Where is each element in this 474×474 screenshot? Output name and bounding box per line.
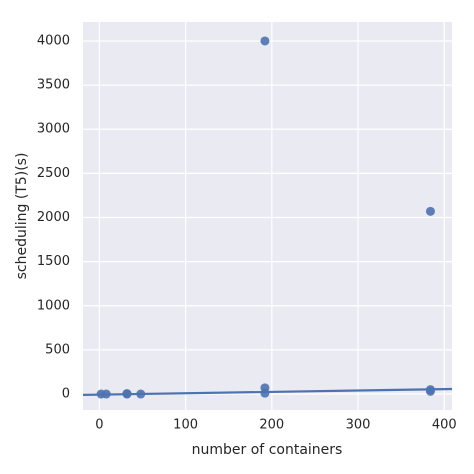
y-tick-label: 4000 — [37, 33, 70, 48]
y-tick-label: 0 — [62, 387, 70, 402]
regression-line — [82, 387, 453, 397]
y-axis-label: scheduling (T5)(s) — [14, 153, 30, 280]
x-tick-label: 300 — [346, 418, 371, 433]
y-tick-label: 3000 — [37, 122, 70, 137]
x-tick-label: 100 — [173, 418, 198, 433]
y-tick-label: 1500 — [37, 254, 70, 269]
y-tick-label: 500 — [45, 342, 70, 357]
y-tick-label: 2500 — [37, 166, 70, 181]
x-tick-label: 200 — [259, 418, 284, 433]
y-tick-label: 3500 — [37, 78, 70, 93]
x-tick-label: 0 — [95, 418, 103, 433]
x-axis-label: number of containers — [192, 442, 343, 458]
point — [425, 206, 435, 216]
y-tick-label: 2000 — [37, 210, 70, 225]
plot-background — [83, 22, 452, 410]
y-tick-label: 1000 — [37, 298, 70, 313]
point — [260, 36, 270, 46]
x-tick-label: 400 — [432, 418, 457, 433]
